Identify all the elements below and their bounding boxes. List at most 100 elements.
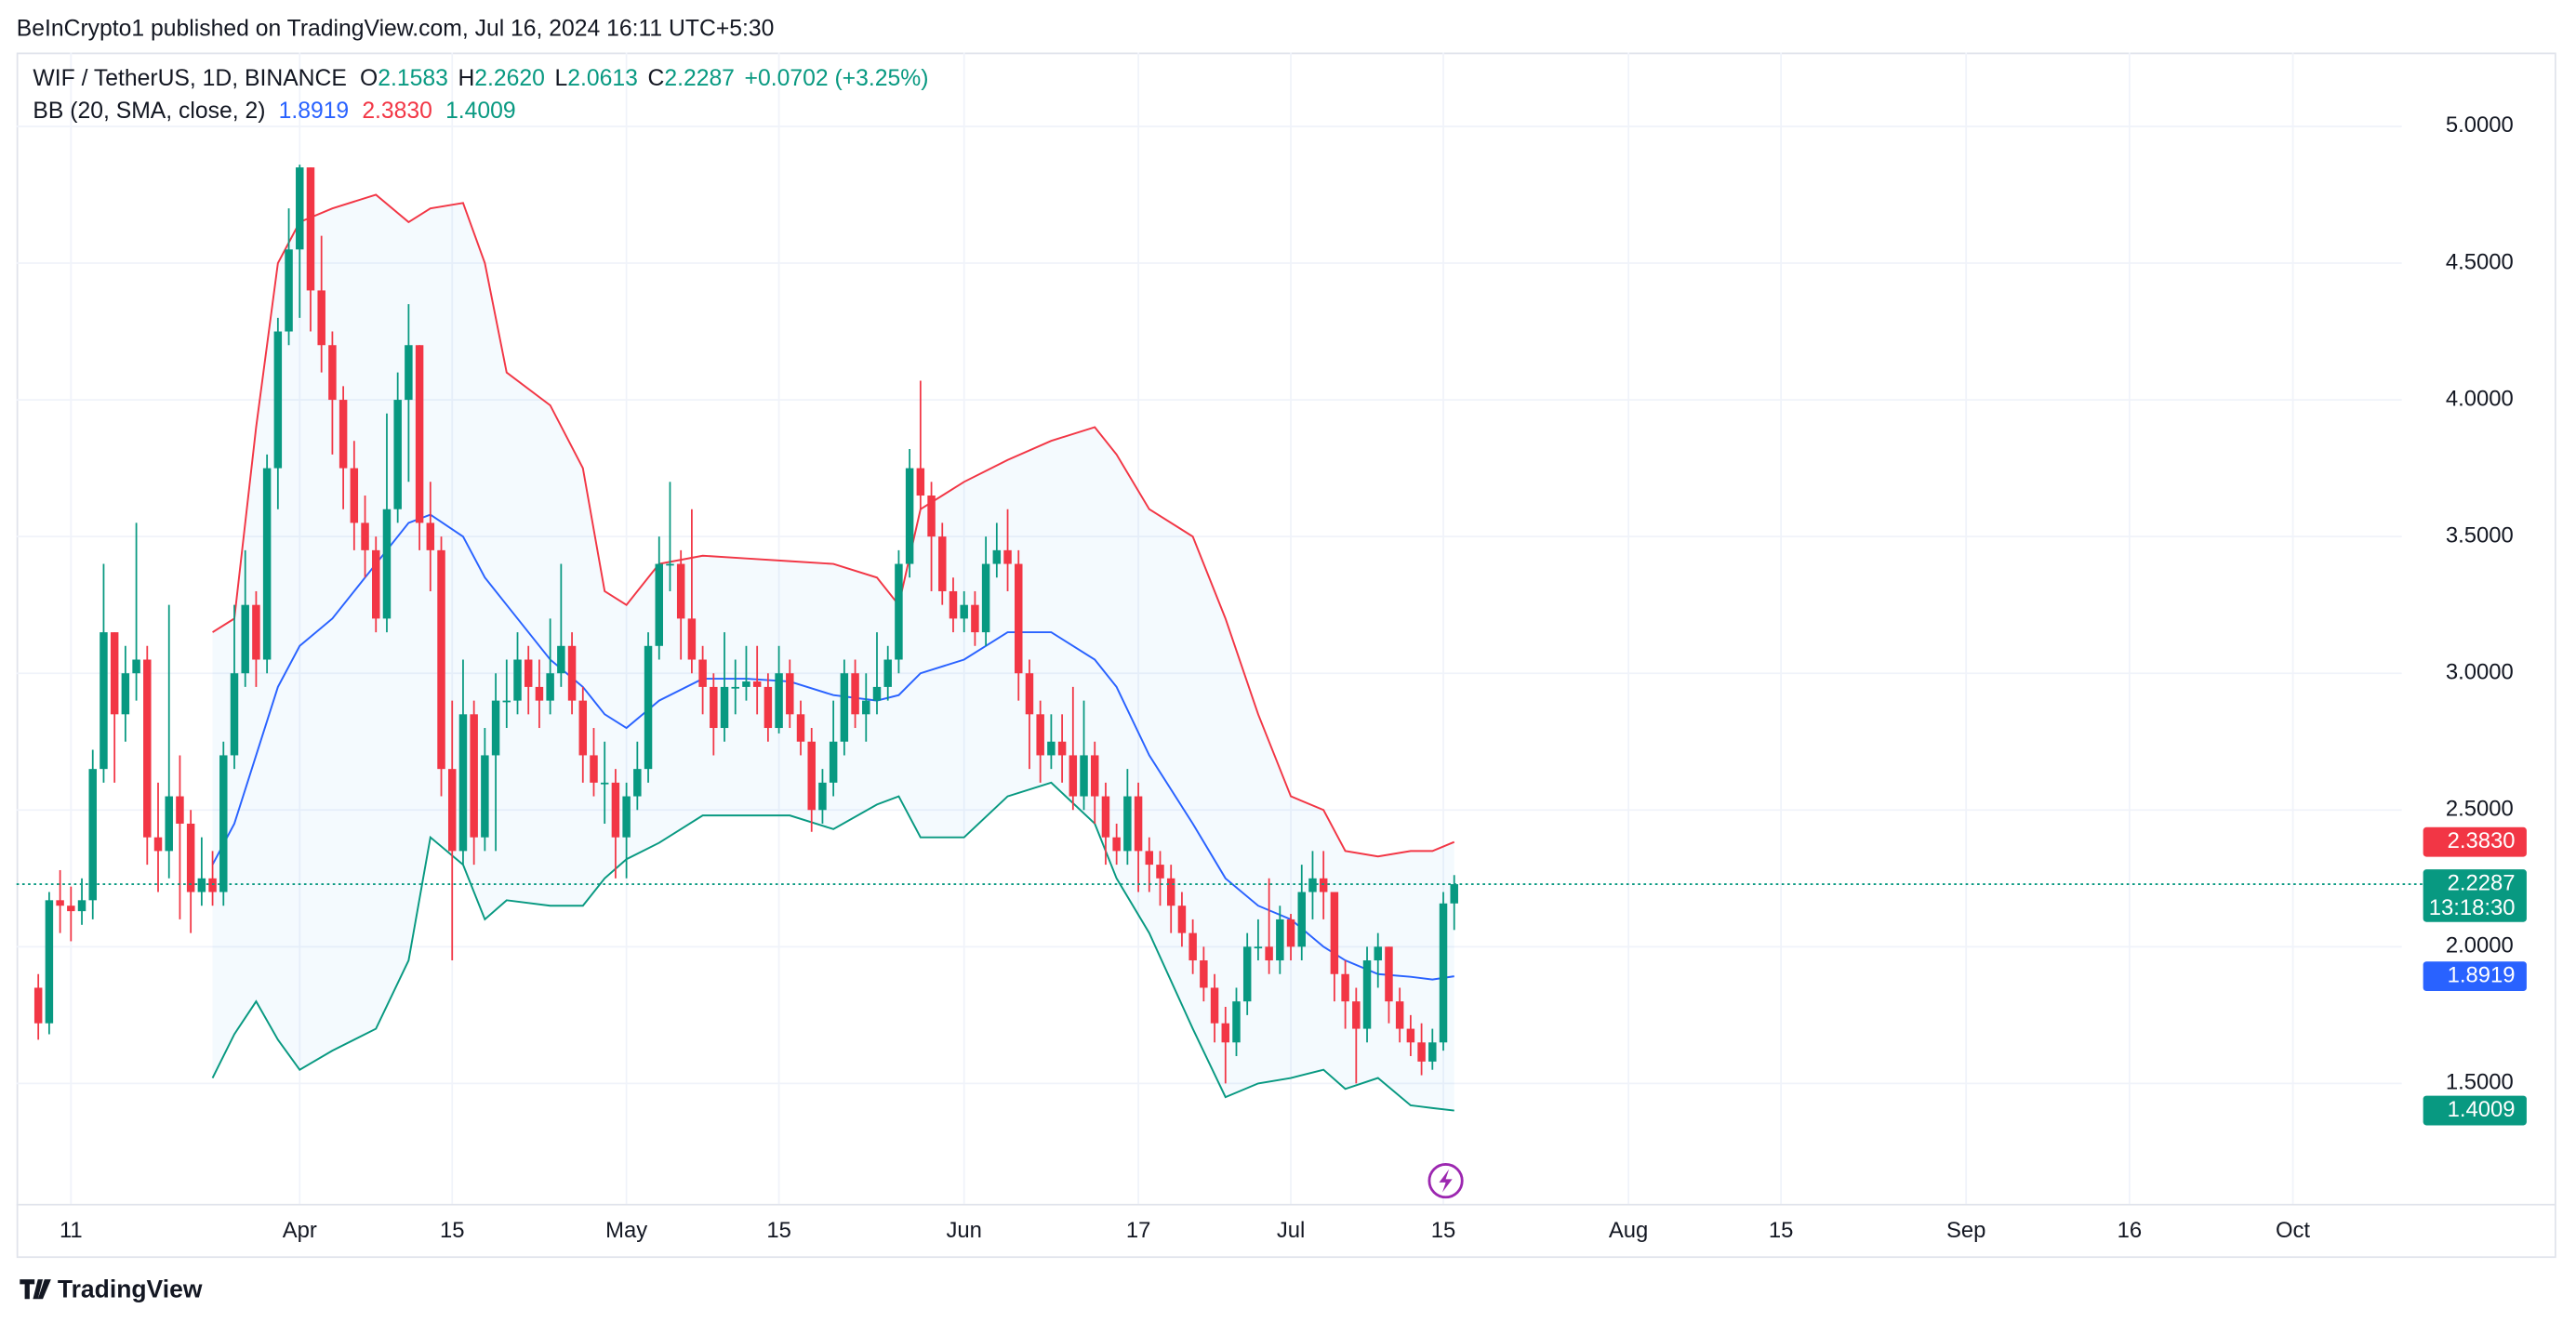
candle (786, 659, 794, 729)
bb-middle-value: 1.8919 (279, 99, 350, 124)
x-tick-label: 15 (1769, 1218, 1794, 1243)
candle (361, 496, 369, 578)
candle-body (230, 673, 239, 756)
candle-body (1134, 796, 1143, 852)
candle-body (165, 796, 173, 852)
candle (731, 659, 739, 715)
candle (339, 386, 348, 509)
candle-body (590, 755, 598, 783)
candle (121, 645, 130, 742)
candle (644, 632, 653, 783)
bb-upper-value: 2.3830 (362, 99, 432, 124)
candle-body (981, 563, 990, 633)
candle-body (971, 604, 979, 633)
x-tick-label: 15 (1431, 1218, 1456, 1243)
candle-body (1319, 878, 1328, 892)
candle (590, 728, 598, 797)
candle-body (491, 700, 500, 756)
candle-body (1286, 919, 1295, 947)
candle (208, 851, 217, 906)
candle (1221, 1007, 1230, 1084)
candle-body (1015, 563, 1023, 674)
candle-body (1362, 960, 1372, 1029)
x-tick-label: Sep (1946, 1218, 1985, 1243)
candle (949, 577, 958, 633)
y-tick-label: 5.0000 (2446, 112, 2514, 138)
candle-body (1406, 1028, 1415, 1043)
candle-body (1232, 1001, 1241, 1043)
candle-body (1145, 851, 1154, 866)
candle (1362, 946, 1372, 1043)
candle-body (470, 714, 478, 838)
candle-body (1428, 1042, 1437, 1062)
candle-body (1297, 892, 1307, 947)
candle (426, 482, 435, 591)
indicator-row: BB (20, SMA, close, 2) 1.8919 2.3830 1.4009 (33, 99, 515, 124)
candle (502, 659, 511, 729)
candle (1385, 946, 1393, 1024)
candle-body (535, 686, 544, 701)
candle-body (458, 714, 468, 852)
candle (285, 208, 293, 346)
candle (1123, 769, 1132, 866)
low-value: 2.0613 (567, 65, 638, 90)
candle-body (960, 604, 968, 619)
candle (1286, 914, 1295, 961)
y-tick-label: 3.0000 (2446, 659, 2514, 684)
candle (1090, 741, 1099, 824)
price-box (2423, 961, 2527, 992)
candle (56, 869, 64, 933)
close-value: 2.2287 (664, 65, 735, 90)
open-value: 2.1583 (378, 65, 448, 90)
candle-body (306, 167, 315, 291)
candle-body (1200, 960, 1208, 988)
candle-body (1439, 903, 1448, 1043)
candle (176, 755, 184, 919)
symbol: WIF / TetherUS, 1D, BINANCE (33, 65, 346, 90)
candle-body (1221, 1023, 1230, 1043)
candle (262, 454, 272, 674)
candle-body (927, 496, 936, 537)
candle-body (1188, 932, 1197, 961)
candle-body (273, 331, 283, 469)
candle (33, 973, 43, 1040)
candle-body (1025, 673, 1034, 715)
candle-body (285, 249, 293, 332)
candle-body (67, 906, 75, 912)
candle-body (1374, 946, 1382, 961)
icon-bolt[interactable] (1439, 1169, 1453, 1193)
candle (437, 536, 445, 797)
candle (1210, 973, 1219, 1043)
candle-body (1330, 892, 1339, 974)
candle (905, 449, 914, 578)
candle-body (611, 782, 620, 838)
price-box-label: 1.8919 (2448, 962, 2516, 987)
candle-body (350, 468, 359, 523)
candle-body (1156, 865, 1164, 879)
candle (1166, 865, 1175, 933)
candle-body (110, 632, 119, 715)
candle-body (426, 522, 435, 550)
candle-body (252, 604, 260, 660)
candle-body (862, 700, 870, 715)
candle (350, 441, 359, 550)
candle-body (197, 878, 206, 892)
candle (88, 749, 97, 919)
candle-body (1101, 796, 1110, 838)
x-tick-label: Oct (2276, 1218, 2310, 1243)
bb-lower-value: 1.4009 (445, 99, 516, 124)
candle (1428, 1028, 1437, 1070)
candle (981, 536, 990, 646)
candle (100, 563, 108, 783)
price-box (2423, 1095, 2527, 1126)
candle-body (546, 673, 554, 701)
candle-body (296, 167, 304, 250)
candle-body (1069, 755, 1078, 797)
candle (1015, 549, 1023, 701)
candle-body (56, 900, 64, 906)
candle (1341, 960, 1349, 1029)
brand: TradingView (58, 1275, 203, 1302)
lightning-icon[interactable] (1427, 1163, 1464, 1199)
candle-body (524, 659, 533, 687)
change: +0.0702 (+3.25%) (745, 65, 929, 90)
